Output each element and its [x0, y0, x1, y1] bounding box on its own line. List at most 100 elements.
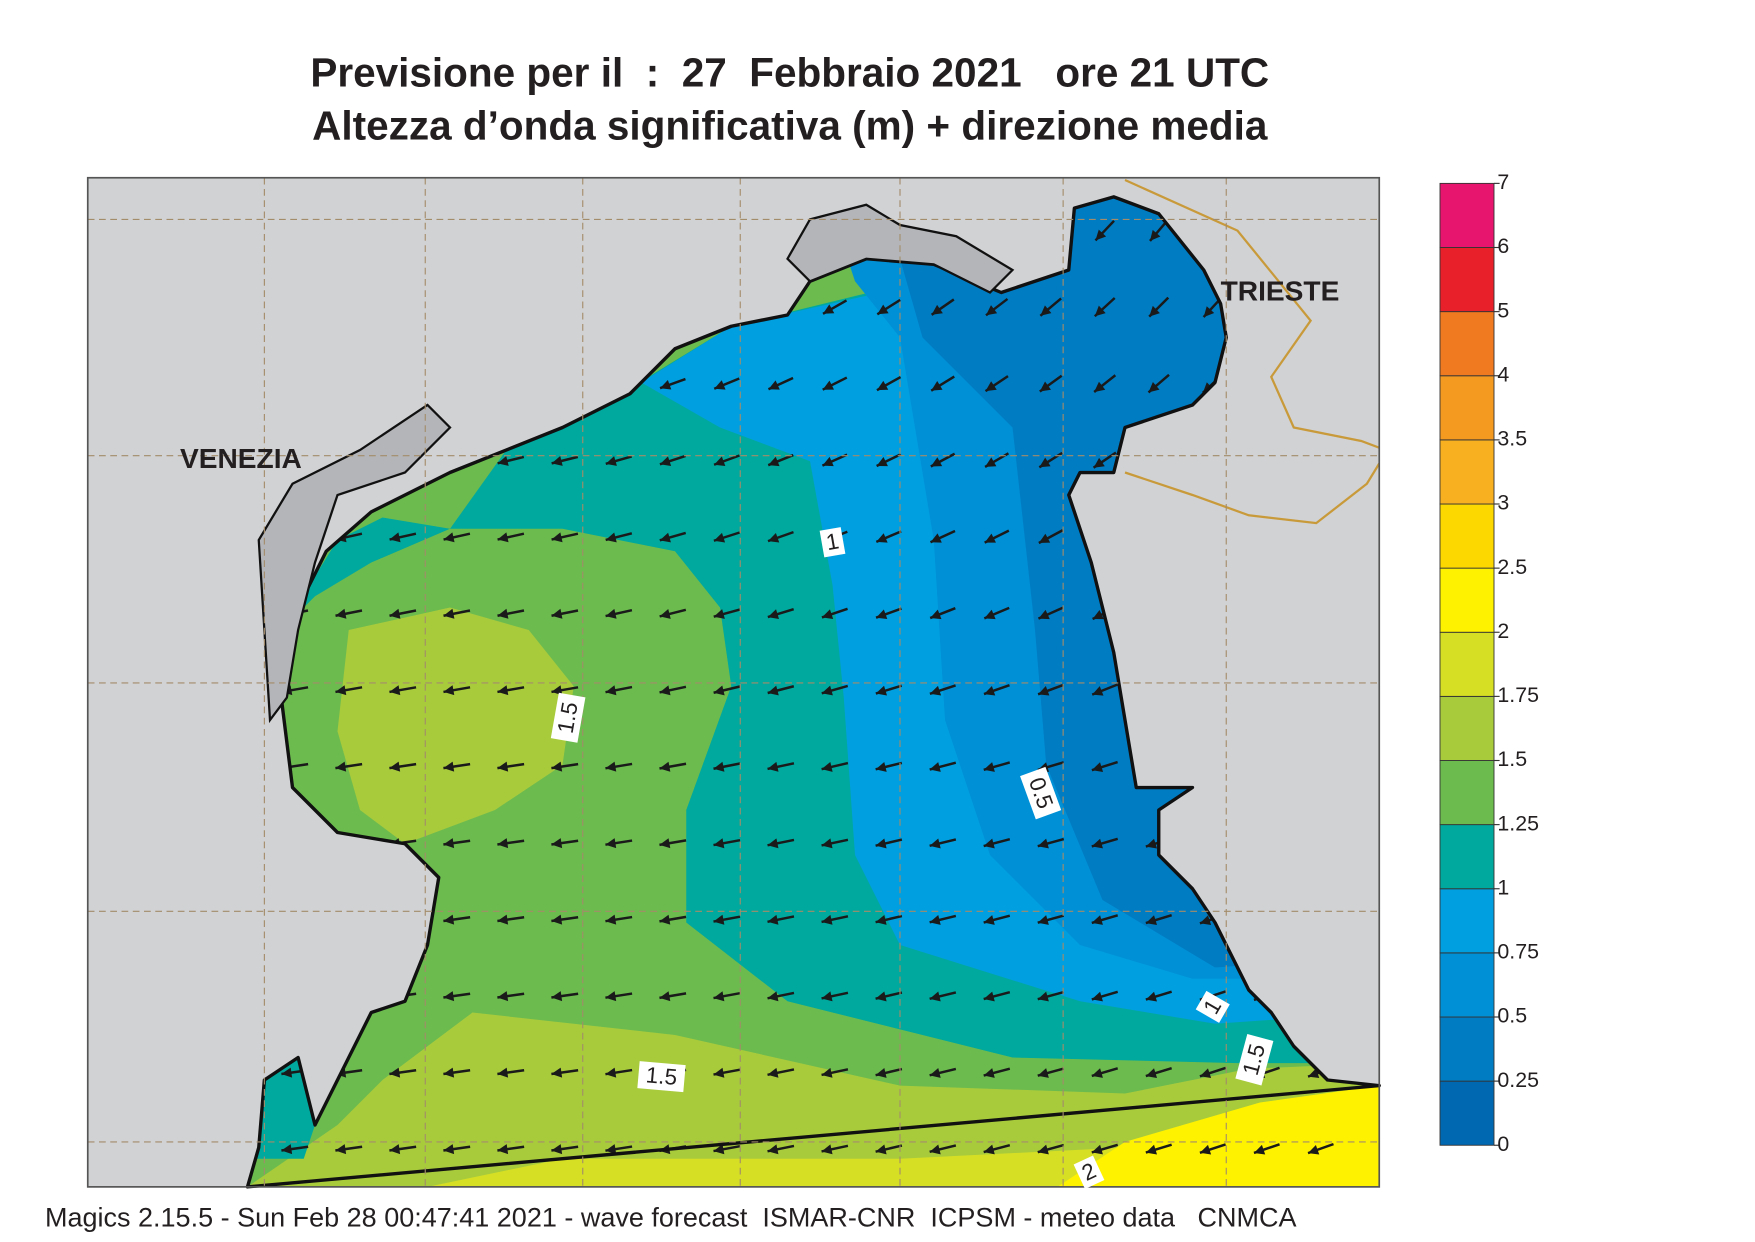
- arrow-head: [714, 456, 726, 467]
- arrow-head: [551, 456, 563, 466]
- place-label: VENEZIA: [180, 443, 302, 474]
- arrow-head: [1091, 991, 1103, 1002]
- arrow-head: [821, 609, 834, 619]
- arrow-head: [875, 838, 887, 849]
- label-background: [1195, 990, 1230, 1023]
- zone-1: [281, 517, 450, 630]
- lagoon: [257, 403, 452, 724]
- arrow-head: [443, 991, 455, 1002]
- arrow-head: [984, 533, 996, 543]
- colorbar-label: 0.25: [1497, 1068, 1539, 1092]
- colorbar-label: 0: [1497, 1132, 1509, 1156]
- arrow-head: [1095, 229, 1107, 241]
- arrow-head: [281, 1144, 293, 1155]
- arrow-head: [767, 685, 779, 696]
- arrow-head: [714, 380, 726, 390]
- arrow-head: [443, 914, 455, 925]
- arrow-head: [659, 609, 671, 619]
- arrow-head: [389, 685, 401, 696]
- contour-label: 1.5: [637, 1061, 686, 1093]
- arrow-head: [875, 1144, 887, 1155]
- arrow-head: [605, 991, 617, 1002]
- arrow-head: [1203, 306, 1215, 318]
- arrow-head: [931, 381, 943, 391]
- label-background: [1073, 1155, 1105, 1190]
- arrow-head: [551, 991, 563, 1002]
- arrow-head: [986, 305, 998, 316]
- arrow-head: [1199, 915, 1212, 925]
- arrow-head: [984, 609, 996, 620]
- colorbar-segment: [1439, 824, 1495, 890]
- arrow-head: [930, 533, 942, 543]
- arrow-head: [1145, 838, 1158, 849]
- colorbar-label: 6: [1497, 234, 1509, 258]
- arrow-head: [983, 762, 995, 772]
- arrow-head: [875, 1067, 887, 1078]
- arrow-head: [929, 915, 941, 925]
- title: Previsione per il : 27 Febbraio 2021 ore…: [310, 50, 1269, 96]
- colorbar-label: 1.25: [1497, 811, 1539, 835]
- arrow-head: [389, 608, 401, 619]
- contour-label: 1.5: [550, 692, 586, 743]
- arrow-head: [1039, 457, 1051, 468]
- arrow-head: [876, 609, 888, 620]
- colorbar-segment: [1439, 952, 1495, 1018]
- arrow-head: [875, 685, 887, 696]
- arrow-head: [931, 304, 943, 315]
- place-label: TRIESTE: [1221, 275, 1340, 306]
- arrow-head: [713, 991, 725, 1002]
- arrow-head: [551, 838, 563, 849]
- label-background: [1235, 1033, 1274, 1086]
- arrow-head: [983, 915, 995, 925]
- arrow-head: [1037, 1068, 1049, 1078]
- arrow-head: [497, 532, 509, 543]
- colorbar-segment: [1439, 1016, 1495, 1082]
- arrow-head: [443, 608, 455, 619]
- colorbar-segment: [1439, 631, 1495, 697]
- arrow-head: [1037, 915, 1049, 925]
- arrow-head: [821, 1144, 833, 1155]
- arrow-head: [983, 1144, 995, 1155]
- arrow-head: [1253, 1144, 1266, 1155]
- arrow-head: [605, 1144, 617, 1155]
- arrow-head: [821, 1067, 833, 1078]
- zone-1-5: [337, 607, 574, 844]
- arrow-head: [767, 991, 779, 1002]
- arrow-head: [605, 1067, 617, 1078]
- arrow-head: [929, 762, 941, 772]
- graticule: [87, 177, 1380, 1187]
- arrow-head: [767, 1144, 779, 1155]
- arrow-head: [497, 914, 509, 925]
- colorbar-label: 1: [1497, 875, 1509, 899]
- arrow-head: [1038, 686, 1050, 696]
- label-background: [550, 692, 586, 743]
- border-line: [1124, 178, 1380, 449]
- arrow-head: [1092, 686, 1104, 696]
- arrow-head: [443, 838, 455, 849]
- label-background: [819, 527, 846, 558]
- arrow-head: [605, 685, 617, 696]
- arrow-head: [1038, 533, 1051, 544]
- arrow-head: [1093, 457, 1105, 468]
- arrow-head: [821, 838, 833, 849]
- arrow-head: [335, 685, 347, 696]
- colorbar: 0 0.25 0.5 0.75 1 1.25 1.5 1.75 2 2.5 3 3.5 4 5 6 7: [1439, 170, 1539, 1156]
- arrow-head: [930, 457, 943, 467]
- colorbar-label: 7: [1497, 170, 1509, 194]
- arrow-head: [713, 914, 725, 925]
- arrow-head: [767, 761, 779, 772]
- arrow-head: [929, 838, 941, 849]
- arrow-head: [605, 838, 617, 849]
- arrow-head: [1148, 381, 1160, 393]
- arrow-head: [767, 609, 780, 619]
- arrow-head: [605, 608, 617, 619]
- arrow-head: [929, 685, 942, 696]
- colorbar-label: 0.5: [1497, 1004, 1527, 1028]
- colorbar-label: 2.5: [1497, 555, 1527, 579]
- map-frame: [86, 176, 1381, 1188]
- colorbar-segment: [1439, 182, 1495, 248]
- arrow-head: [1092, 610, 1104, 620]
- contour-label: 1.5: [1235, 1033, 1274, 1086]
- colorbar-segment: [1439, 375, 1495, 441]
- zone-1-5: [247, 1012, 1380, 1187]
